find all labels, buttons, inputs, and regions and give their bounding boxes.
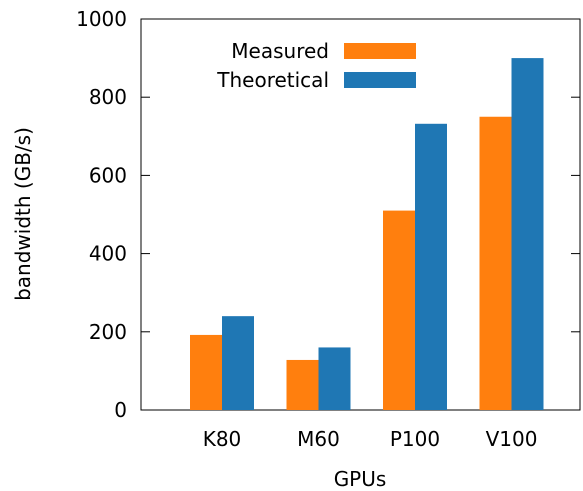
legend: Measured Theoretical xyxy=(216,39,416,92)
y-tick-label: 400 xyxy=(89,242,127,266)
y-tick-label: 1000 xyxy=(76,7,127,31)
y-tick-label: 0 xyxy=(114,398,127,422)
axis-ticks: 0 200 400 600 800 1000 K80 M60 P100 V100 xyxy=(76,7,580,451)
plot-area xyxy=(140,18,581,411)
bars xyxy=(190,58,544,411)
x-axis-title: GPUs xyxy=(334,467,387,491)
plot-frame xyxy=(140,18,581,411)
bar-theoretical-p100 xyxy=(415,123,447,411)
bar-theoretical-k80 xyxy=(222,316,254,410)
bar-measured-v100 xyxy=(479,116,512,410)
legend-label-measured: Measured xyxy=(231,39,329,63)
bar-theoretical-m60 xyxy=(318,347,351,410)
x-tick-label: V100 xyxy=(486,427,538,451)
x-tick-label: M60 xyxy=(297,427,340,451)
y-tick-label: 600 xyxy=(89,163,127,187)
legend-label-theoretical: Theoretical xyxy=(216,68,329,92)
bar-measured-p100 xyxy=(383,210,415,410)
bar-measured-k80 xyxy=(190,334,222,410)
x-tick-label: K80 xyxy=(203,427,242,451)
x-tick-label: P100 xyxy=(390,427,440,451)
bar-theoretical-v100 xyxy=(511,58,544,410)
legend-swatch-measured xyxy=(344,43,416,59)
legend-swatch-theoretical xyxy=(344,72,416,88)
y-tick-label: 800 xyxy=(89,85,127,109)
y-axis-title: bandwidth (GB/s) xyxy=(11,127,35,301)
y-tick-label: 200 xyxy=(89,320,127,344)
bar-measured-m60 xyxy=(286,359,319,410)
